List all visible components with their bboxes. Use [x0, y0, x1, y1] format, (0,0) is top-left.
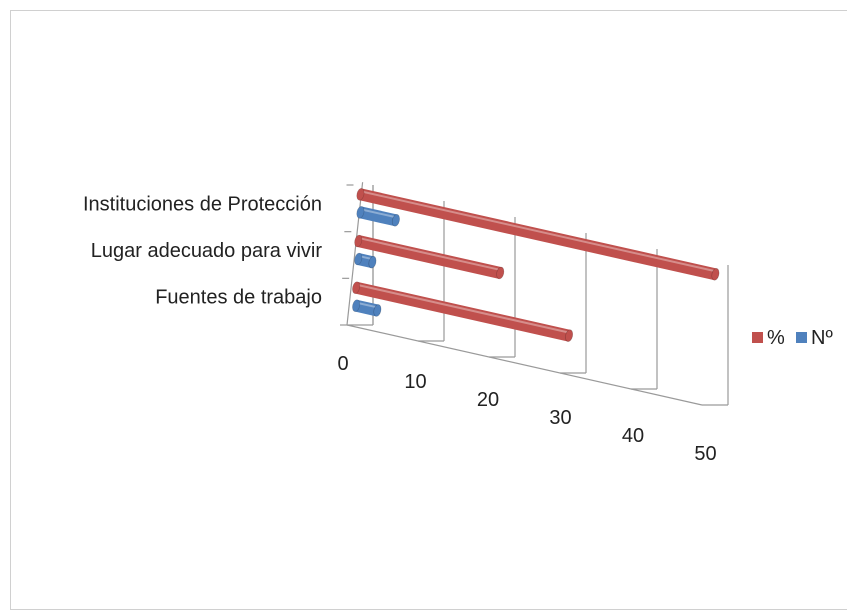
x-tick-label: 10	[404, 371, 426, 393]
grid-layer	[340, 182, 729, 406]
x-tick-label: 30	[549, 407, 571, 429]
legend-item: %	[752, 327, 785, 349]
bar-count	[356, 206, 400, 227]
bar-chart: 0 10 20 30 40 50 Fuentes de trabajo Lugar adecu…	[83, 182, 833, 465]
floor-front-edge	[346, 324, 703, 406]
legend-label: %	[767, 327, 785, 349]
category-label: Fuentes de trabajo	[155, 287, 322, 309]
bar-count	[354, 252, 377, 269]
x-tick-label: 50	[694, 443, 716, 465]
bar-percent	[356, 188, 720, 281]
category-label: Lugar adecuado para vivir	[91, 240, 323, 262]
legend-swatch	[752, 332, 763, 343]
bars-layer	[352, 188, 720, 342]
category-label: Instituciones de Protección	[83, 193, 322, 215]
x-tick-label: 40	[622, 425, 644, 447]
x-tick-label: 20	[477, 389, 499, 411]
legend: % Nº	[752, 327, 833, 349]
legend-swatch	[796, 332, 807, 343]
legend-label: Nº	[811, 327, 833, 349]
x-tick-label: 0	[337, 353, 348, 375]
legend-item: Nº	[796, 327, 833, 349]
bar-percent	[352, 281, 574, 342]
category-axis	[346, 182, 364, 326]
labels-layer: 0 10 20 30 40 50 Fuentes de trabajo Lugar adecu…	[83, 193, 717, 465]
bar-count	[352, 299, 382, 317]
bar-percent	[354, 234, 505, 280]
